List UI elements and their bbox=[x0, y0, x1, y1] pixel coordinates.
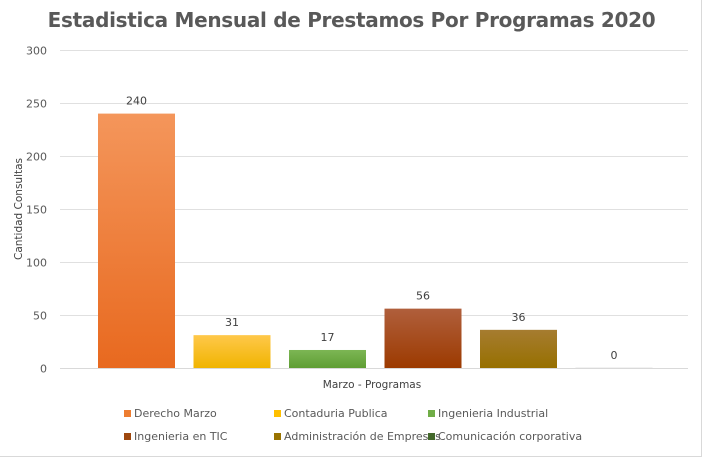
bar-contaduria-publica[interactable] bbox=[193, 335, 271, 368]
data-labels: 240 31 17 56 36 0 bbox=[126, 95, 618, 362]
x-axis-title: Marzo - Programas bbox=[323, 379, 421, 391]
bar-administracion-de-empresas[interactable] bbox=[480, 329, 557, 368]
y-tick-label: 0 bbox=[40, 363, 47, 376]
legend-swatch-icon bbox=[428, 410, 435, 417]
bar-ingenieria-en-tic[interactable] bbox=[384, 308, 462, 368]
legend-item[interactable]: Derecho Marzo bbox=[124, 407, 217, 420]
legend-label: Contaduria Publica bbox=[284, 407, 388, 420]
y-tick-label: 100 bbox=[26, 257, 47, 270]
bars bbox=[98, 113, 653, 368]
legend-item[interactable]: Ingenieria en TIC bbox=[124, 430, 227, 443]
legend-swatch-icon bbox=[124, 433, 131, 440]
legend-swatch-icon bbox=[274, 433, 281, 440]
y-axis-title: Cantidad Consultas bbox=[13, 158, 25, 260]
legend-item[interactable]: Ingenieria Industrial bbox=[428, 407, 548, 420]
data-label: 36 bbox=[512, 311, 526, 324]
y-tick-label: 50 bbox=[33, 310, 47, 323]
y-tick-label: 150 bbox=[26, 204, 47, 217]
bar-comunicacion-corporativa[interactable] bbox=[575, 367, 653, 368]
legend-swatch-icon bbox=[428, 433, 435, 440]
legend-label: Derecho Marzo bbox=[134, 407, 217, 420]
bar-derecho-marzo[interactable] bbox=[98, 113, 175, 368]
legend-label: Administración de Empresas bbox=[284, 430, 441, 443]
chart-title: Estadistica Mensual de Prestamos Por Pro… bbox=[47, 8, 656, 32]
y-tick-label: 200 bbox=[26, 151, 47, 164]
legend-item[interactable]: Contaduria Publica bbox=[274, 407, 388, 420]
data-label: 31 bbox=[225, 316, 239, 329]
y-tick-label: 250 bbox=[26, 98, 47, 111]
y-tick-label: 300 bbox=[26, 45, 47, 58]
legend-swatch-icon bbox=[124, 410, 131, 417]
bar-ingenieria-industrial[interactable] bbox=[289, 349, 366, 368]
legend-item[interactable]: Comunicación corporativa bbox=[428, 430, 582, 443]
data-label: 17 bbox=[321, 331, 335, 344]
y-axis-ticks: 0 50 100 150 200 250 300 bbox=[26, 45, 47, 376]
legend-label: Comunicación corporativa bbox=[438, 430, 583, 443]
gridlines bbox=[60, 50, 688, 369]
legend-label: Ingenieria Industrial bbox=[438, 407, 549, 420]
legend-label: Ingenieria en TIC bbox=[134, 430, 228, 443]
data-label: 0 bbox=[611, 349, 618, 362]
data-label: 56 bbox=[416, 290, 430, 303]
data-label: 240 bbox=[126, 95, 147, 108]
legend-swatch-icon bbox=[274, 410, 281, 417]
legend-item[interactable]: Administración de Empresas bbox=[274, 430, 441, 443]
